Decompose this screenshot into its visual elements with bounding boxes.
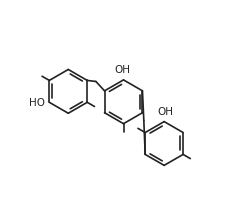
Text: HO: HO [29,98,45,108]
Text: OH: OH [114,65,130,75]
Text: OH: OH [157,107,173,117]
